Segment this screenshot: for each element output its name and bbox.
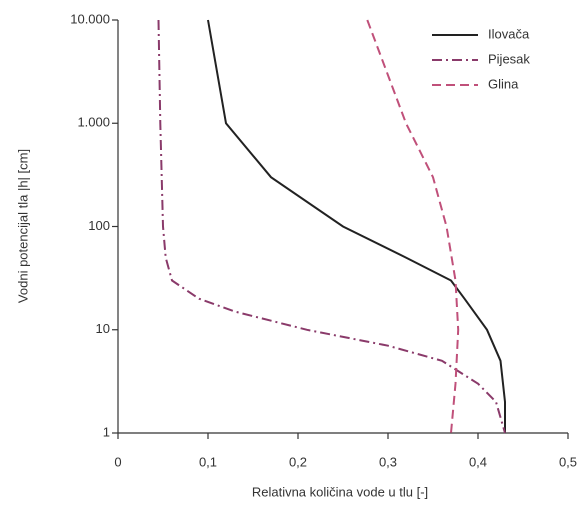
- x-axis-label: Relativna količina vode u tlu [-]: [252, 484, 428, 499]
- x-tick-label: 0,2: [289, 454, 307, 469]
- y-tick-label: 1: [103, 424, 110, 439]
- y-tick-label: 10: [96, 321, 110, 336]
- x-tick-label: 0,4: [469, 454, 487, 469]
- legend-label: Glina: [488, 76, 519, 91]
- x-tick-label: 0,5: [559, 454, 577, 469]
- y-tick-label: 1.000: [77, 115, 110, 130]
- x-tick-label: 0: [114, 454, 121, 469]
- legend-label: Ilovača: [488, 26, 530, 41]
- curve: [157, 19, 506, 434]
- curve: [207, 19, 506, 433]
- y-tick-label: 10.000: [70, 11, 110, 26]
- x-tick-label: 0,1: [199, 454, 217, 469]
- curve: [366, 19, 460, 434]
- x-tick-label: 0,3: [379, 454, 397, 469]
- y-axis-label: Vodni potencijal tla |h| [cm]: [15, 149, 30, 303]
- y-tick-label: 100: [88, 218, 110, 233]
- legend-label: Pijesak: [488, 51, 530, 66]
